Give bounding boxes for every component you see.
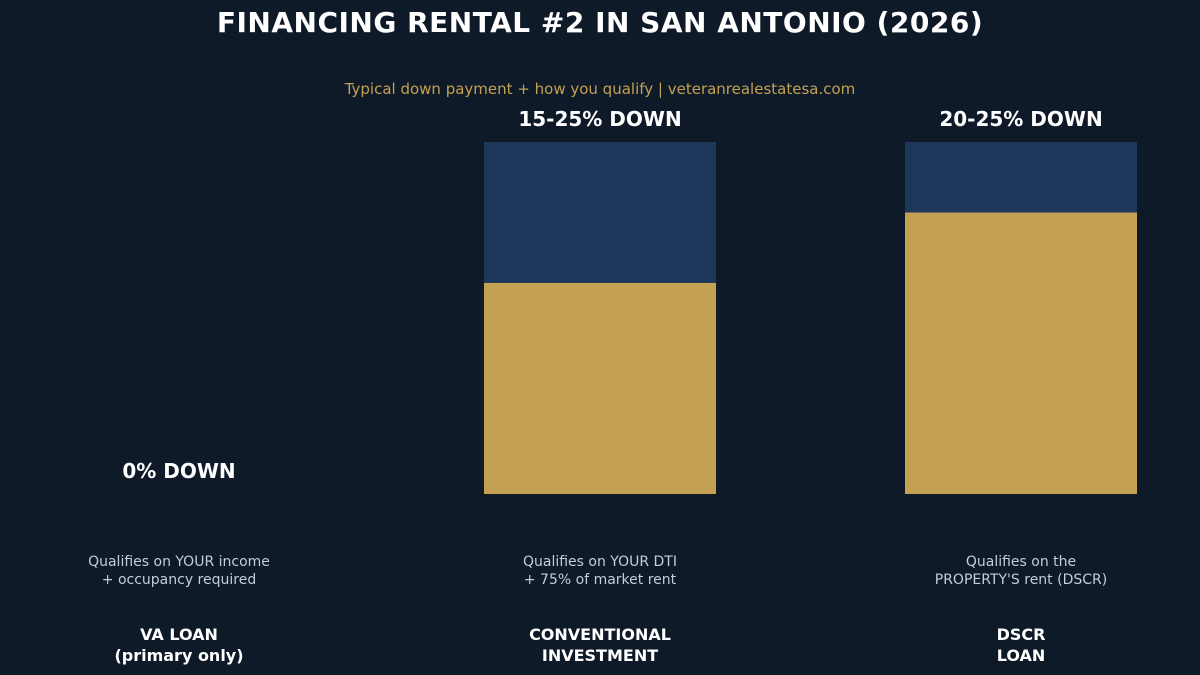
chart-subtitle: Typical down payment + how you qualify |… [344, 80, 856, 98]
bar-conventional-segment-2 [484, 142, 716, 283]
category-label-conventional: CONVENTIONAL INVESTMENT [529, 625, 671, 665]
bar-dscr-segment-2 [905, 142, 1137, 213]
data-label-conventional: 15-25% DOWN [518, 107, 681, 131]
bar-conventional-segment-1 [484, 282, 716, 494]
category-label-va: VA LOAN (primary only) [114, 625, 244, 665]
data-label-va: 0% DOWN [122, 459, 235, 483]
qualification-note-conventional: Qualifies on YOUR DTI + 75% of market re… [522, 554, 677, 588]
chart-title: FINANCING RENTAL #2 IN SAN ANTONIO (2026… [216, 6, 984, 39]
data-label-dscr: 20-25% DOWN [939, 107, 1102, 131]
category-label-dscr: DSCR LOAN [996, 625, 1046, 665]
bar-dscr-segment-1 [905, 212, 1137, 494]
qualification-note-va: Qualifies on YOUR income + occupancy req… [88, 554, 270, 588]
qualification-note-dscr: Qualifies on the PROPERTY'S rent (DSCR) [934, 554, 1108, 588]
